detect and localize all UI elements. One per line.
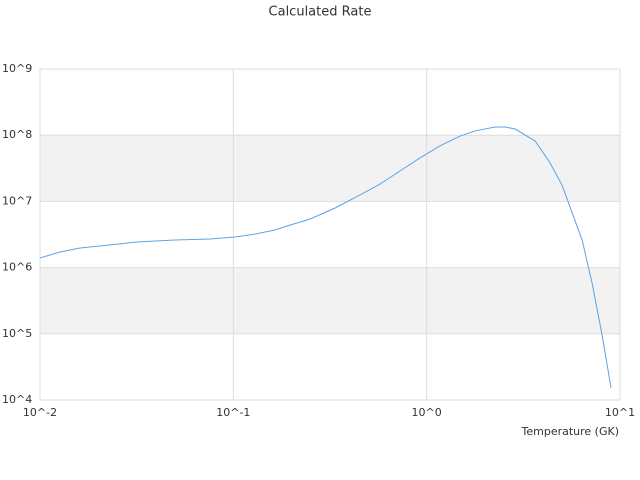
grid-band xyxy=(40,267,620,334)
y-tick-label: 10^7 xyxy=(2,194,32,207)
grid-band xyxy=(40,135,620,202)
data-line xyxy=(39,126,612,389)
x-tick-label: 10^-1 xyxy=(216,406,250,419)
chart-title: Calculated Rate xyxy=(269,5,372,20)
x-axis-label: Temperature (GK) xyxy=(521,425,620,438)
y-tick-label: 10^8 xyxy=(2,128,32,141)
y-tick-label: 10^6 xyxy=(2,261,32,274)
y-tick-label: 10^5 xyxy=(2,327,32,340)
x-tick-label: 10^1 xyxy=(605,406,635,419)
y-tick-label: 10^9 xyxy=(2,62,32,75)
x-tick-label: 10^0 xyxy=(412,406,442,419)
y-tick-label: 10^4 xyxy=(2,393,32,406)
x-tick-label: 10^-2 xyxy=(23,406,57,419)
